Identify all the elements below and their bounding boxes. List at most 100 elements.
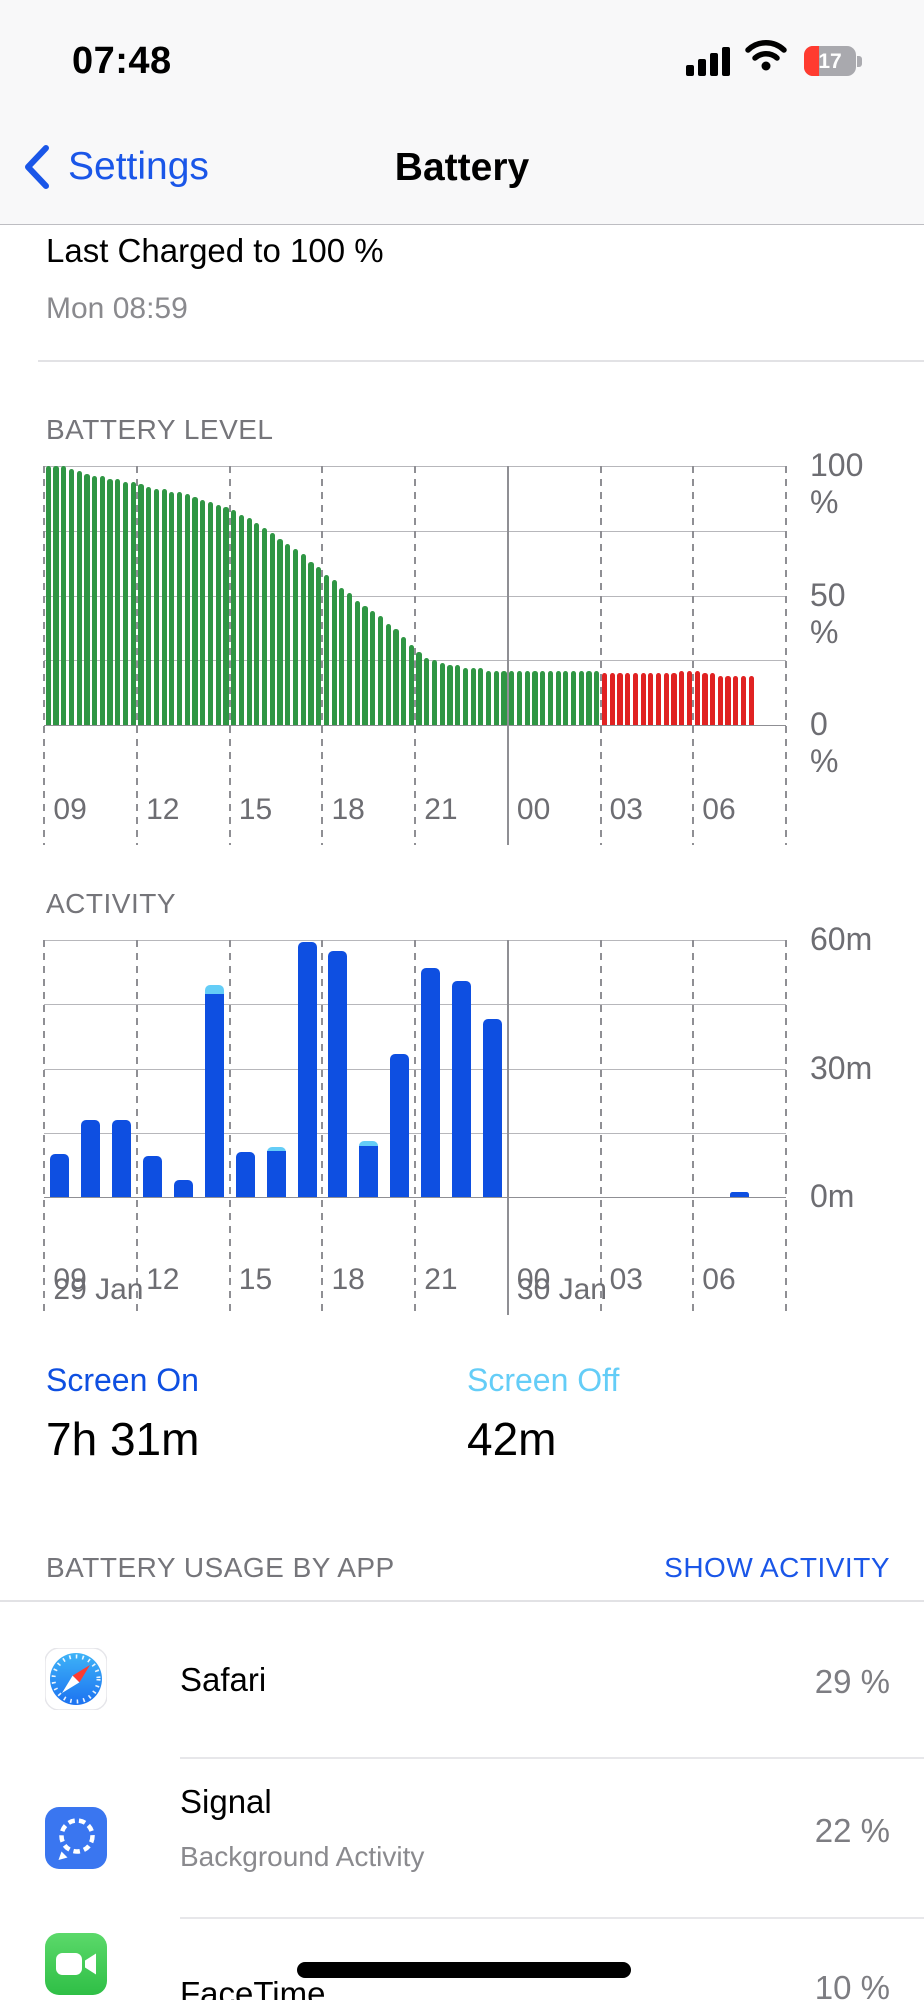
battery-bar bbox=[509, 670, 515, 725]
battery-bar bbox=[648, 673, 654, 725]
time-tick-line bbox=[228, 940, 231, 1315]
app-row-safari[interactable]: Safari 29 % bbox=[0, 1601, 924, 1759]
time-tick-line bbox=[136, 466, 139, 845]
battery-bar bbox=[115, 478, 121, 725]
battery-bar bbox=[200, 499, 206, 725]
battery-bar bbox=[694, 670, 700, 725]
battery-bar bbox=[68, 468, 75, 725]
battery-bar bbox=[277, 538, 283, 725]
battery-bar bbox=[130, 481, 136, 725]
time-tick-line bbox=[414, 466, 417, 845]
back-button-label[interactable]: Settings bbox=[68, 145, 209, 188]
activity-bar-screen-on bbox=[112, 1119, 132, 1197]
y-axis-label: 30m bbox=[809, 1049, 873, 1086]
battery-bar bbox=[238, 515, 244, 725]
x-axis-label: 00 bbox=[516, 1263, 551, 1296]
time-tick-line bbox=[599, 466, 602, 845]
status-battery-fill bbox=[804, 46, 819, 76]
battery-bar bbox=[122, 481, 129, 725]
page-title: Battery bbox=[394, 146, 530, 189]
time-tick-line bbox=[414, 940, 417, 1315]
activity-bar-screen-on bbox=[421, 967, 441, 1197]
activity-chart[interactable]: 09 12 15 18 21 00 03 06 60m 30m 0m 29 Jan 30 Jan bbox=[43, 921, 872, 1315]
day-boundary-line bbox=[506, 466, 509, 845]
back-button[interactable]: Settings bbox=[24, 144, 209, 190]
activity-bar-screen-on bbox=[50, 1154, 70, 1197]
activity-bar-screen-on bbox=[81, 1119, 101, 1197]
home-indicator[interactable] bbox=[297, 1962, 631, 1978]
battery-bar bbox=[570, 670, 577, 725]
status-time: 07:48 bbox=[72, 40, 172, 82]
battery-bar bbox=[161, 489, 167, 725]
battery-bar bbox=[393, 629, 399, 725]
status-icons: 17 bbox=[686, 40, 862, 76]
time-tick-line bbox=[321, 466, 324, 845]
battery-bar bbox=[377, 616, 384, 725]
divider bbox=[0, 1600, 924, 1602]
battery-bar bbox=[169, 491, 175, 725]
x-axis-label: 18 bbox=[331, 1263, 365, 1296]
nav-bar: Settings Battery bbox=[0, 140, 924, 210]
battery-bar bbox=[192, 497, 198, 725]
activity-bar-screen-on bbox=[143, 1156, 163, 1197]
battery-bar bbox=[594, 670, 600, 725]
battery-bar bbox=[632, 673, 638, 725]
battery-level-chart[interactable]: 09 12 15 18 21 00 03 06 100 % 50 % 0 % bbox=[43, 447, 863, 845]
show-activity-button[interactable]: SHOW ACTIVITY bbox=[664, 1552, 890, 1583]
x-axis-label: 06 bbox=[702, 793, 736, 826]
activity-bar-screen-on bbox=[482, 1019, 502, 1197]
battery-bar bbox=[586, 670, 592, 725]
date-label: 30 Jan bbox=[516, 1273, 607, 1306]
battery-bar bbox=[547, 670, 553, 725]
time-tick-line bbox=[136, 940, 139, 1315]
battery-usage-header: BATTERY USAGE BY APP bbox=[46, 1552, 395, 1583]
battery-bar bbox=[679, 670, 685, 725]
time-tick-line bbox=[692, 466, 695, 845]
x-axis-label: 03 bbox=[609, 1263, 643, 1296]
time-tick-line bbox=[784, 940, 787, 1315]
activity-bar-screen-on bbox=[266, 1150, 286, 1197]
facetime-app-icon bbox=[45, 1933, 107, 1995]
screen-on-label: Screen On bbox=[46, 1362, 199, 1398]
battery-bar bbox=[84, 473, 90, 725]
y-axis-label: 60m bbox=[809, 921, 873, 957]
battery-bar bbox=[563, 670, 569, 725]
y-axis-label: 0 % bbox=[809, 706, 839, 779]
time-tick-line bbox=[228, 466, 231, 845]
battery-bar bbox=[424, 657, 430, 725]
app-row-signal[interactable]: Signal Background Activity 22 % bbox=[0, 1757, 924, 1919]
battery-bar bbox=[710, 673, 716, 725]
x-axis-label: 09 bbox=[53, 1263, 87, 1296]
screen-off-label: Screen Off bbox=[467, 1362, 620, 1398]
battery-bar bbox=[401, 636, 407, 725]
row-divider bbox=[180, 1917, 924, 1919]
day-boundary-line bbox=[506, 940, 509, 1315]
app-name: Safari bbox=[180, 1661, 267, 1698]
battery-level-header: BATTERY LEVEL bbox=[46, 414, 274, 445]
x-axis-label: 18 bbox=[331, 793, 365, 826]
battery-bar bbox=[231, 510, 237, 725]
activity-header: ACTIVITY bbox=[46, 888, 177, 919]
battery-bar bbox=[740, 675, 747, 725]
activity-bar-screen-on bbox=[328, 950, 348, 1197]
safari-app-icon bbox=[44, 1647, 108, 1711]
time-tick-line bbox=[43, 466, 46, 845]
battery-bar bbox=[316, 567, 322, 725]
x-axis-label: 15 bbox=[238, 793, 273, 826]
battery-bar bbox=[300, 554, 306, 725]
battery-bar bbox=[516, 670, 523, 725]
battery-bar bbox=[107, 478, 113, 725]
app-row-facetime[interactable]: FaceTime 10 % bbox=[0, 1917, 924, 2000]
time-tick-line bbox=[43, 940, 46, 1315]
chevron-left-icon bbox=[25, 145, 49, 189]
battery-bar bbox=[385, 623, 391, 725]
time-tick-line bbox=[321, 940, 324, 1315]
battery-bar bbox=[362, 605, 368, 725]
battery-bar bbox=[663, 673, 669, 725]
battery-bar bbox=[686, 670, 693, 725]
battery-bar bbox=[486, 670, 492, 725]
activity-bar-screen-on bbox=[359, 1146, 379, 1197]
battery-bar bbox=[640, 673, 646, 725]
battery-bar bbox=[246, 517, 252, 725]
